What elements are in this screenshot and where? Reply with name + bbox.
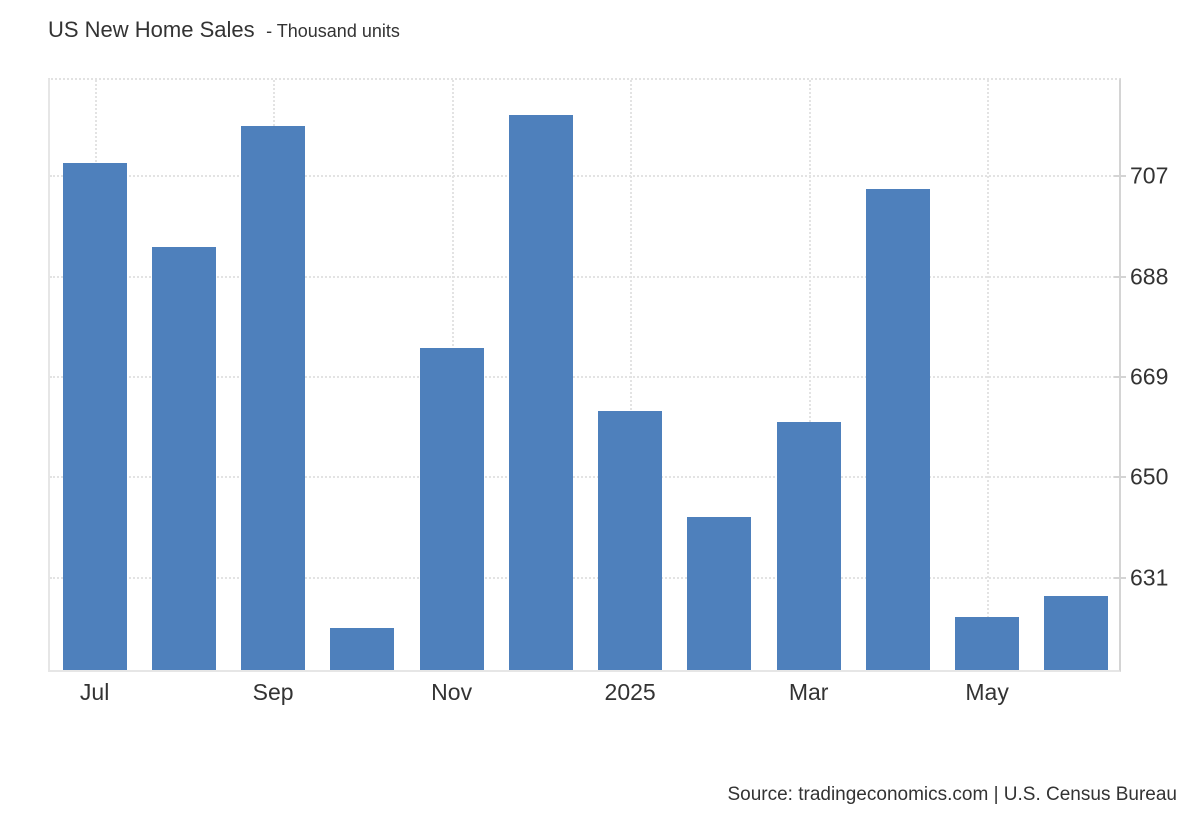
chart-header: US New Home Sales - Thousand units bbox=[48, 17, 400, 43]
chart-title: US New Home Sales bbox=[48, 17, 255, 42]
x-axis-label: 2025 bbox=[604, 679, 656, 705]
y-axis-tick bbox=[1114, 275, 1126, 278]
bar-jan-2025[interactable] bbox=[598, 411, 663, 670]
y-axis-tick bbox=[1114, 376, 1126, 378]
chart-subtitle: - Thousand units bbox=[266, 21, 400, 41]
plot-inner: 631 650 669 688 707 Jul Sep Nov 2025 Mar May bbox=[50, 80, 1168, 705]
x-gridline bbox=[630, 80, 633, 670]
bar-feb-2025[interactable] bbox=[687, 516, 752, 670]
bar-dec-2024[interactable] bbox=[508, 115, 573, 670]
y-gridline bbox=[50, 576, 1119, 579]
x-gridline bbox=[987, 80, 990, 670]
bar-aug-2024[interactable] bbox=[151, 247, 216, 670]
bar-apr-2025[interactable] bbox=[865, 189, 930, 670]
x-axis-label: Jul bbox=[79, 679, 110, 705]
y-axis-label: 631 bbox=[1130, 564, 1169, 591]
bar-nov-2024[interactable] bbox=[419, 347, 484, 670]
y-axis-tick bbox=[1114, 576, 1126, 579]
x-axis-label: May bbox=[965, 679, 1009, 705]
y-axis-label: 707 bbox=[1130, 162, 1169, 189]
y-axis-tick bbox=[1114, 175, 1126, 178]
bar-jun-2025[interactable] bbox=[1044, 596, 1109, 670]
y-axis-tick bbox=[1114, 476, 1126, 479]
y-axis-label: 688 bbox=[1130, 263, 1169, 290]
bar-mar-2025[interactable] bbox=[776, 421, 841, 670]
x-axis-label: Nov bbox=[431, 679, 473, 705]
y-gridline bbox=[50, 376, 1119, 378]
y-axis-label: 650 bbox=[1130, 463, 1169, 490]
y-axis-label: 669 bbox=[1130, 363, 1169, 390]
x-gridline bbox=[808, 80, 811, 670]
bar-oct-2024[interactable] bbox=[330, 627, 395, 670]
y-gridline bbox=[50, 275, 1119, 278]
bar-jul-2024[interactable] bbox=[62, 162, 127, 670]
source-attribution: Source: tradingeconomics.com | U.S. Cens… bbox=[727, 784, 1177, 805]
y-gridline bbox=[50, 476, 1119, 479]
x-axis-label: Sep bbox=[252, 679, 294, 705]
bar-may-2025[interactable] bbox=[955, 617, 1020, 670]
x-axis-label: Mar bbox=[788, 679, 829, 705]
plot-area: 631 650 669 688 707 Jul Sep Nov 2025 Mar May bbox=[48, 78, 1168, 705]
bar-sep-2024[interactable] bbox=[241, 125, 306, 670]
y-gridline bbox=[50, 175, 1119, 178]
